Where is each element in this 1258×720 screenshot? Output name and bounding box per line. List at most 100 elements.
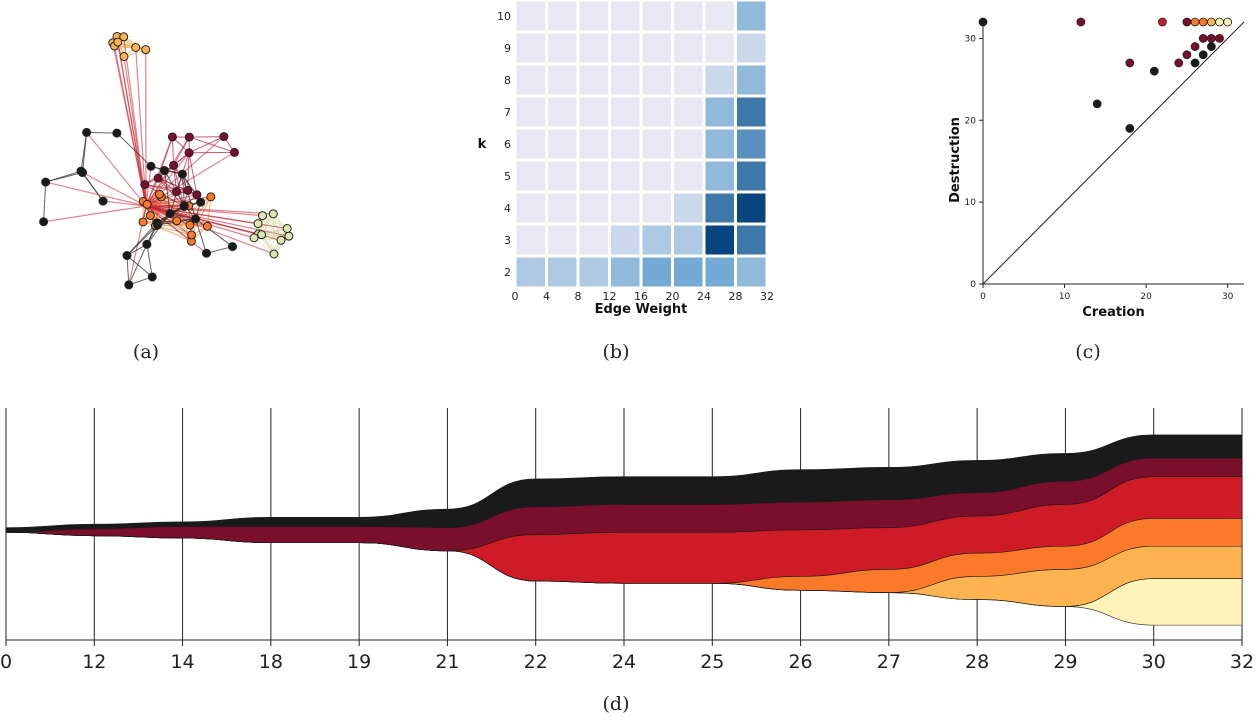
scatter-diagonal — [982, 21, 1245, 285]
network-edge — [145, 204, 185, 207]
network-edge — [82, 171, 147, 207]
heatmap-cell — [579, 33, 608, 63]
heatmap-cell — [705, 65, 734, 95]
heatmap-x-tick: 28 — [729, 290, 743, 303]
flow-x-tick: 30 — [1142, 651, 1166, 673]
flow-x-tick: 29 — [1053, 651, 1077, 673]
scatter-point — [1223, 17, 1233, 27]
heatmap-cell — [548, 129, 577, 159]
heatmap-cell — [548, 193, 577, 223]
heatmap-cell — [674, 257, 703, 287]
network-edge — [102, 200, 147, 207]
network-edge — [171, 136, 175, 166]
network-edge — [145, 205, 207, 254]
heatmap-cell — [579, 65, 608, 95]
scatter-y-tick: 10 — [965, 198, 977, 208]
network-node — [253, 219, 263, 229]
heatmap-cell — [705, 33, 734, 63]
network-node — [141, 45, 151, 55]
network-node — [177, 169, 187, 179]
network-node — [165, 209, 175, 219]
heatmap-cell — [674, 129, 703, 159]
heatmap-cell — [516, 97, 545, 127]
heatmap-x-tick: 20 — [666, 290, 680, 303]
network-node — [172, 216, 182, 226]
heatmap-cell — [611, 257, 640, 287]
network-edge — [145, 205, 263, 217]
heatmap-y-tick: 7 — [504, 106, 511, 119]
flow-x-tick: 24 — [612, 651, 636, 673]
network-edge — [188, 152, 198, 195]
flow-x-tick: 26 — [788, 651, 812, 673]
network-node — [184, 132, 194, 142]
network-node — [140, 180, 150, 190]
scatter-point — [1174, 58, 1184, 68]
network-edge — [45, 170, 82, 183]
network-edge — [146, 244, 153, 278]
heatmap-cell — [674, 1, 703, 31]
heatmap-cell — [705, 97, 734, 127]
scatter-panel: 0 10 20 30 0 10 20 30 Creation Destruction — [948, 17, 1245, 320]
network-edge — [126, 255, 130, 285]
network-edge — [155, 225, 192, 242]
network-edge — [145, 136, 173, 207]
heatmap-cell — [642, 161, 671, 191]
heatmap-y-tick: 9 — [504, 42, 511, 55]
heatmap-cell — [579, 257, 608, 287]
flow-x-tick: 14 — [170, 651, 194, 673]
network-node — [98, 196, 108, 206]
network-edge — [43, 182, 47, 222]
network-node — [185, 220, 195, 230]
network-node — [206, 192, 216, 202]
caption-d: (d) — [603, 693, 630, 715]
heatmap-cell — [516, 65, 545, 95]
heatmap-y-tick: 6 — [504, 138, 511, 151]
heatmap-cell — [611, 1, 640, 31]
network-node — [159, 166, 169, 176]
network-node — [219, 132, 229, 142]
network-node — [142, 239, 152, 249]
heatmap-cell — [611, 129, 640, 159]
heatmap-cell — [579, 97, 608, 127]
heatmap-cell — [579, 161, 608, 191]
network-node — [258, 211, 268, 221]
heatmap-cell — [642, 97, 671, 127]
heatmap-cell — [516, 257, 545, 287]
heatmap-cell — [548, 65, 577, 95]
network-node — [284, 231, 294, 241]
network-node — [187, 230, 197, 240]
network-node — [268, 209, 278, 219]
flow-band — [5, 532, 1243, 626]
network-node — [192, 190, 202, 200]
scatter-point — [1190, 58, 1200, 68]
network-edge — [181, 173, 197, 220]
flow-x-tick: 25 — [700, 651, 724, 673]
scatter-point — [1215, 17, 1224, 27]
scatter-point — [1076, 17, 1086, 27]
network-node — [142, 199, 152, 209]
network-edge — [145, 164, 175, 207]
network-edge — [117, 41, 147, 207]
network-node — [229, 147, 239, 157]
flow-x-tick: 28 — [965, 651, 989, 673]
heatmap-cell — [548, 97, 577, 127]
heatmap-cell — [737, 97, 766, 127]
heatmap-cell — [516, 129, 545, 159]
heatmap-cell — [516, 193, 545, 223]
heatmap-x-tick: 8 — [575, 290, 582, 303]
heatmap-cell — [579, 225, 608, 255]
scatter-x-tick: 30 — [1222, 292, 1234, 302]
flow-x-tick: 32 — [1230, 651, 1254, 673]
network-edge — [262, 215, 282, 241]
heatmap-cell — [548, 257, 577, 287]
heatmap-cell — [705, 193, 734, 223]
scatter-y-tick: 0 — [970, 280, 976, 290]
heatmap-cell — [611, 65, 640, 95]
network-node — [191, 214, 201, 224]
heatmap-cell — [705, 257, 734, 287]
heatmap-cell — [611, 97, 640, 127]
network-node — [131, 42, 141, 52]
network-edge — [135, 47, 147, 207]
scatter-point — [1206, 33, 1216, 43]
heatmap-cell — [737, 33, 766, 63]
